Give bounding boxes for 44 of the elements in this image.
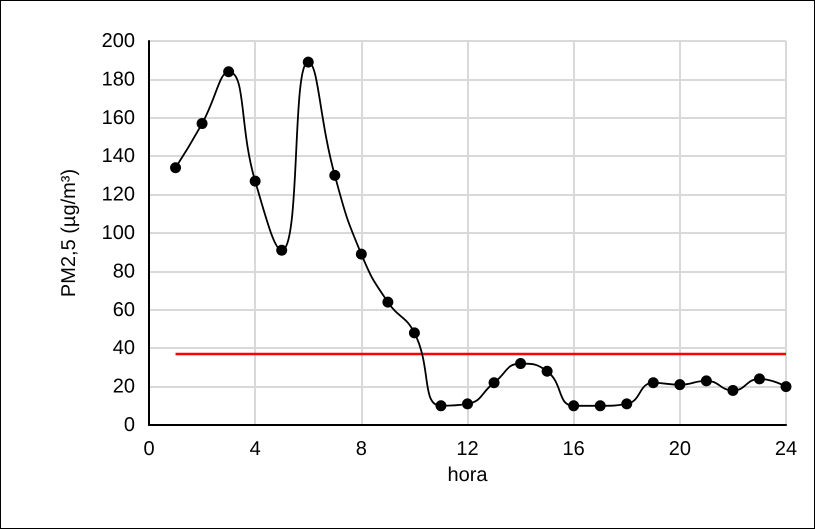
point (754, 373, 765, 384)
x-tick-label: 24 (774, 438, 798, 460)
point (515, 358, 526, 370)
y-axis-title: PM2,5 (µg/m³) (58, 168, 80, 298)
y-tick-label: 120 (102, 184, 135, 206)
x-tick-label: 0 (143, 438, 155, 460)
x-tick-label: 4 (250, 438, 261, 460)
point (356, 248, 367, 260)
point (727, 384, 738, 396)
y-tick-label: 160 (102, 106, 135, 129)
point (329, 170, 340, 181)
y-tick-label: 60 (112, 298, 135, 321)
point (276, 244, 288, 256)
x-tick-label: 12 (456, 438, 479, 460)
point (382, 296, 394, 308)
y-tick-label: 200 (102, 30, 135, 52)
point (196, 118, 208, 130)
x-tick-label: 16 (562, 438, 585, 460)
y-tick-label: 80 (112, 260, 135, 282)
point (302, 56, 314, 68)
point (648, 377, 659, 388)
point (223, 66, 234, 78)
point (621, 398, 632, 410)
point (674, 379, 686, 390)
y-tick-label: 140 (102, 145, 135, 168)
x-tick-label: 20 (668, 438, 691, 460)
point (435, 400, 446, 412)
point (542, 366, 553, 377)
point (488, 377, 500, 388)
point (594, 400, 606, 412)
point (250, 176, 261, 187)
point (408, 327, 420, 338)
y-tick-label: 100 (102, 222, 135, 244)
point (170, 162, 182, 174)
y-tick-label: 20 (112, 376, 135, 398)
point (462, 398, 473, 410)
y-tick-label: 40 (112, 337, 135, 360)
y-tick-label: 0 (124, 414, 135, 436)
point (780, 381, 792, 392)
x-tick-label: 8 (356, 438, 367, 460)
point (568, 400, 580, 412)
point (700, 375, 712, 386)
x-axis-title: hora (447, 464, 488, 486)
y-tick-label: 180 (102, 68, 135, 90)
